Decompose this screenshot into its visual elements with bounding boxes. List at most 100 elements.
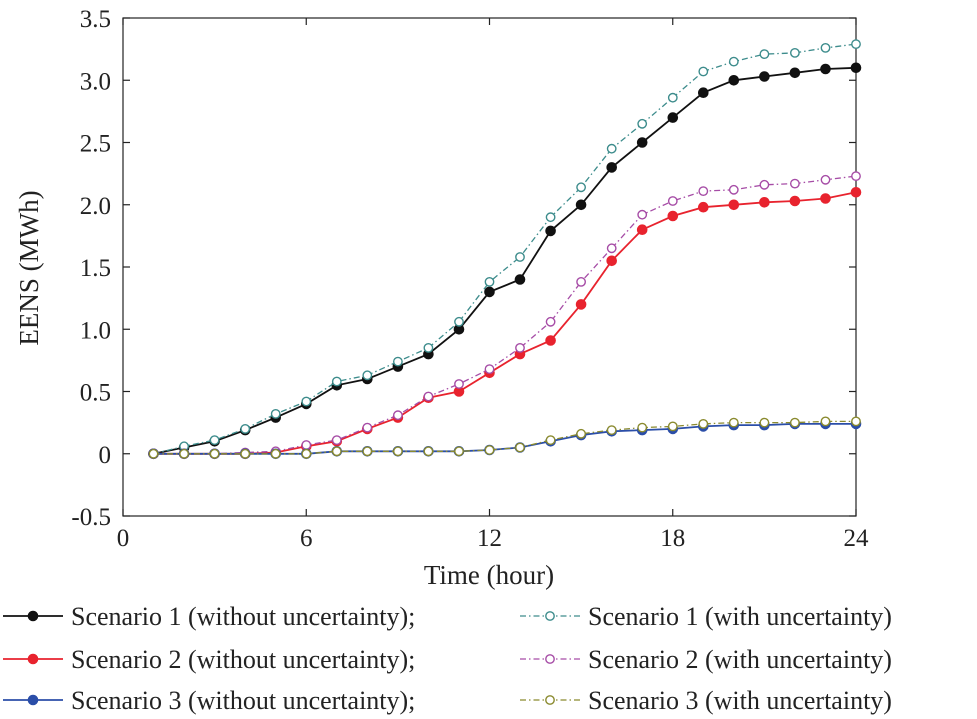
plot-frame xyxy=(122,17,857,517)
data-point xyxy=(301,440,312,450)
data-point xyxy=(301,448,312,459)
legend-item: Scenario 1 (without uncertainty); xyxy=(3,602,415,631)
series-line xyxy=(153,191,857,455)
data-point xyxy=(331,446,342,457)
data-point xyxy=(515,342,525,353)
data-point xyxy=(454,446,464,457)
data-point xyxy=(667,196,678,206)
data-point xyxy=(545,316,556,327)
series-line xyxy=(153,175,857,455)
data-point xyxy=(820,63,831,75)
data-point xyxy=(606,425,617,435)
legend-item: Scenario 3 (with uncertainty) xyxy=(520,686,892,715)
data-point xyxy=(606,162,618,173)
y-tick-label: 0 xyxy=(99,442,112,469)
data-point xyxy=(667,210,679,222)
data-point xyxy=(790,178,800,189)
data-point xyxy=(392,446,403,457)
series-line xyxy=(153,66,857,455)
series-6 xyxy=(148,416,861,459)
series-3 xyxy=(148,186,862,460)
data-point xyxy=(576,428,586,439)
x-tick-label: 18 xyxy=(660,525,685,552)
data-point xyxy=(667,112,679,123)
legend-label: Scenario 1 (without uncertainty); xyxy=(71,602,415,631)
data-point xyxy=(514,274,526,285)
data-point xyxy=(484,364,495,374)
data-point xyxy=(362,446,373,457)
legend-marker xyxy=(27,653,39,665)
data-point xyxy=(270,408,281,419)
data-point xyxy=(606,143,617,154)
data-point xyxy=(728,199,740,211)
y-tick-label: 2.5 xyxy=(80,131,111,158)
data-point xyxy=(301,396,312,407)
x-tick-label: 0 xyxy=(117,525,130,552)
data-point xyxy=(515,442,525,453)
series-2 xyxy=(148,39,861,459)
data-point xyxy=(423,446,434,457)
data-point xyxy=(820,193,831,204)
x-tick-label: 24 xyxy=(844,525,870,552)
data-point xyxy=(606,255,618,267)
data-point xyxy=(637,209,648,220)
data-point xyxy=(423,342,434,353)
data-point xyxy=(362,422,373,433)
legend-label: Scenario 3 (with uncertainty) xyxy=(588,686,892,715)
x-tick-label: 6 xyxy=(300,525,313,552)
data-point xyxy=(636,137,648,148)
data-point xyxy=(759,179,770,190)
legend-label: Scenario 3 (without uncertainty); xyxy=(71,686,415,715)
data-point xyxy=(575,199,587,211)
data-point xyxy=(728,56,739,67)
data-point xyxy=(728,417,739,428)
data-point xyxy=(759,196,770,208)
data-point xyxy=(759,49,770,59)
data-point xyxy=(515,252,525,262)
data-point xyxy=(637,118,648,129)
data-point xyxy=(667,421,678,432)
legend-marker xyxy=(545,695,555,705)
legend-marker xyxy=(27,610,39,622)
data-point xyxy=(820,43,831,53)
data-point xyxy=(545,435,556,445)
series-line xyxy=(153,420,856,455)
data-point xyxy=(606,243,617,254)
legend-item: Scenario 1 (with uncertainty) xyxy=(520,602,892,631)
data-point xyxy=(636,224,648,235)
legend-label: Scenario 1 (with uncertainty) xyxy=(588,602,892,631)
data-point xyxy=(331,435,342,445)
data-point xyxy=(362,370,373,381)
data-point xyxy=(728,184,739,195)
legend-marker xyxy=(27,694,39,706)
series-layer xyxy=(148,39,862,460)
data-point xyxy=(851,39,861,49)
data-point xyxy=(484,445,495,455)
data-point xyxy=(637,422,648,433)
y-tick-label: 3.0 xyxy=(80,68,111,95)
legend-marker xyxy=(545,611,555,621)
data-point xyxy=(240,448,251,459)
legend-item: Scenario 3 (without uncertainty); xyxy=(3,686,415,715)
data-point xyxy=(545,335,556,346)
series-4 xyxy=(148,171,861,459)
data-point xyxy=(820,174,831,185)
data-point xyxy=(179,448,190,459)
y-tick-label: 1.5 xyxy=(80,255,111,282)
data-point xyxy=(850,186,862,198)
data-point xyxy=(698,87,709,98)
legend-marker xyxy=(545,654,555,664)
data-point xyxy=(545,225,556,237)
data-point xyxy=(545,212,556,223)
data-point xyxy=(575,299,587,310)
data-point xyxy=(789,195,801,207)
data-point xyxy=(270,448,281,459)
y-axis-ticks: -0.5 0 0.5 1.0 1.5 2.0 2.5 3.0 3.5 xyxy=(71,6,856,531)
series-line xyxy=(153,43,857,455)
data-point xyxy=(790,417,800,428)
data-point xyxy=(209,448,220,459)
data-point xyxy=(576,182,586,193)
data-point xyxy=(667,92,678,103)
y-tick-label: 2.0 xyxy=(80,193,111,220)
